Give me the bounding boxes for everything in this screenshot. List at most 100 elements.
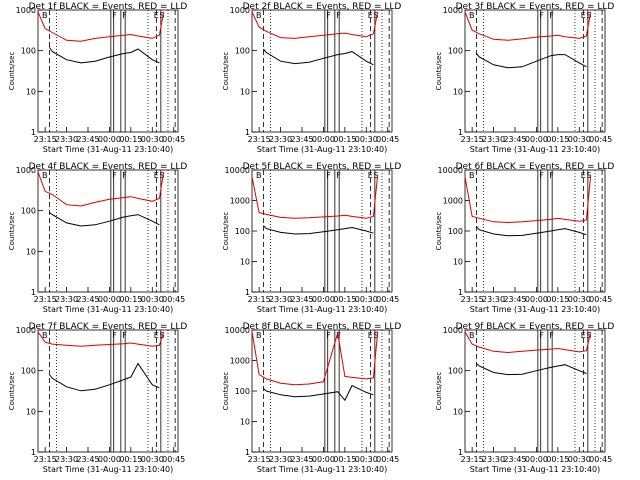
x-tick-label: 00:15 <box>546 295 569 304</box>
x-tick-label: 00:15 <box>546 135 569 144</box>
annotation-label: E <box>368 11 373 20</box>
annotation-label: F <box>112 171 117 180</box>
y-tick-label: 10000 <box>438 166 463 175</box>
y-axis-label: Counts/sec <box>435 212 443 251</box>
y-tick-label: 100 <box>21 47 36 56</box>
panel-title: Det 1f BLACK = Events, RED = LLD <box>29 2 188 12</box>
plot-frame <box>251 169 393 293</box>
y-tick-label: 10 <box>26 87 36 96</box>
y-tick-label: 100 <box>448 47 463 56</box>
y-tick-label: 1 <box>245 128 250 137</box>
panel-title: Det 5f BLACK = Events, RED = LLD <box>243 162 402 172</box>
x-tick-label: 23:30 <box>55 295 78 304</box>
y-tick-label: 10 <box>453 87 463 96</box>
x-tick-label: 00:30 <box>141 135 164 144</box>
panel-title: Det 3f BLACK = Events, RED = LLD <box>456 2 615 12</box>
x-tick-label: 00:15 <box>333 295 356 304</box>
x-axis-label: Start Time (31-Aug-11 23:10:40) <box>43 305 174 314</box>
x-tick-label: 00:30 <box>141 455 164 464</box>
annotation-label: S <box>373 331 378 340</box>
x-tick-label: 00:30 <box>355 455 378 464</box>
y-tick-label: 1000 <box>16 6 36 15</box>
y-tick-label: 1 <box>245 448 250 457</box>
panel-title: Det 8f BLACK = Events, RED = LLD <box>243 322 402 332</box>
annotation-label: F <box>326 331 331 340</box>
x-tick-label: 00:30 <box>355 135 378 144</box>
x-tick-label: 23:15 <box>461 455 484 464</box>
y-axis-label: Counts/sec <box>8 372 16 411</box>
x-tick-label: 23:45 <box>76 135 99 144</box>
x-tick-label: 00:00 <box>312 135 335 144</box>
annotation-label: B <box>256 11 262 20</box>
x-tick-label: 23:30 <box>482 295 505 304</box>
annotation-label: F <box>122 171 127 180</box>
x-tick-label: 00:45 <box>162 135 185 144</box>
y-axis-label: Counts/sec <box>435 372 443 411</box>
y-tick-label: 1000 <box>443 326 463 335</box>
y-tick-label: 100 <box>235 227 250 236</box>
annotation-label: E <box>154 11 159 20</box>
plot-frame <box>37 9 179 133</box>
x-tick-label: 00:15 <box>333 135 356 144</box>
y-tick-label: 100 <box>448 367 463 376</box>
x-tick-label: 23:30 <box>269 455 292 464</box>
y-tick-label: 1000 <box>16 166 36 175</box>
x-tick-label: 00:00 <box>525 455 548 464</box>
panel-title: Det 2f BLACK = Events, RED = LLD <box>243 2 402 12</box>
x-tick-label: 23:45 <box>290 295 313 304</box>
annotation-label: F <box>549 331 554 340</box>
x-axis-label: Start Time (31-Aug-11 23:10:40) <box>43 145 174 154</box>
y-tick-label: 10 <box>240 258 250 267</box>
annotation-label: F <box>336 11 341 20</box>
series-line-events <box>476 226 587 237</box>
y-tick-label: 1000 <box>16 326 36 335</box>
y-tick-label: 100 <box>448 227 463 236</box>
x-tick-label: 23:15 <box>461 295 484 304</box>
annotation-label: B <box>42 331 48 340</box>
y-tick-label: 1 <box>31 288 36 297</box>
y-tick-label: 1000 <box>230 357 250 366</box>
y-tick-label: 1000 <box>230 6 250 15</box>
x-tick-label: 00:00 <box>525 295 548 304</box>
annotation-label: S <box>159 171 164 180</box>
annotation-label: E <box>368 331 373 340</box>
annotation-label: S <box>586 11 591 20</box>
x-tick-label: 23:45 <box>503 455 526 464</box>
x-tick-label: 23:30 <box>482 135 505 144</box>
annotation-label: E <box>581 331 586 340</box>
x-tick-label: 00:15 <box>119 455 142 464</box>
annotation-label: E <box>154 171 159 180</box>
x-tick-label: 00:45 <box>376 135 399 144</box>
y-tick-label: 10000 <box>225 326 250 335</box>
y-tick-label: 1 <box>31 128 36 137</box>
annotation-label: S <box>373 171 378 180</box>
annotation-label: S <box>586 171 591 180</box>
y-axis-label: Counts/sec <box>8 212 16 251</box>
x-tick-label: 00:30 <box>141 295 164 304</box>
x-tick-label: 00:15 <box>119 135 142 144</box>
y-tick-label: 100 <box>21 367 36 376</box>
x-tick-label: 23:15 <box>248 135 271 144</box>
annotation-label: F <box>112 331 117 340</box>
x-tick-label: 23:15 <box>248 455 271 464</box>
x-tick-label: 23:30 <box>55 135 78 144</box>
y-tick-label: 10 <box>240 87 250 96</box>
series-line-events <box>263 48 374 66</box>
x-tick-label: 23:45 <box>290 455 313 464</box>
series-line-events <box>476 53 587 69</box>
plot-frame <box>464 169 606 293</box>
series-line-lld <box>251 174 379 219</box>
annotation-label: B <box>469 331 475 340</box>
x-tick-label: 23:30 <box>269 295 292 304</box>
panel-title: Det 9f BLACK = Events, RED = LLD <box>456 322 615 332</box>
x-tick-label: 00:45 <box>589 455 612 464</box>
y-tick-label: 10 <box>453 407 463 416</box>
x-tick-label: 00:00 <box>98 455 121 464</box>
series-line-events <box>49 212 160 227</box>
annotation-label: E <box>154 331 159 340</box>
